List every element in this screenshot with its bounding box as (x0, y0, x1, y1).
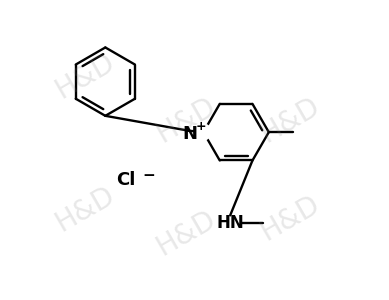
Text: H&D: H&D (255, 92, 324, 148)
Text: N: N (182, 125, 198, 143)
Text: +: + (196, 120, 207, 133)
Text: −: − (142, 168, 155, 183)
Text: H&D: H&D (50, 48, 119, 104)
Text: Cl: Cl (116, 171, 135, 189)
Text: H&D: H&D (50, 182, 119, 238)
Text: H&D: H&D (151, 92, 220, 148)
Text: H&D: H&D (151, 205, 220, 261)
Text: HN: HN (216, 214, 244, 232)
Text: H&D: H&D (255, 190, 324, 247)
